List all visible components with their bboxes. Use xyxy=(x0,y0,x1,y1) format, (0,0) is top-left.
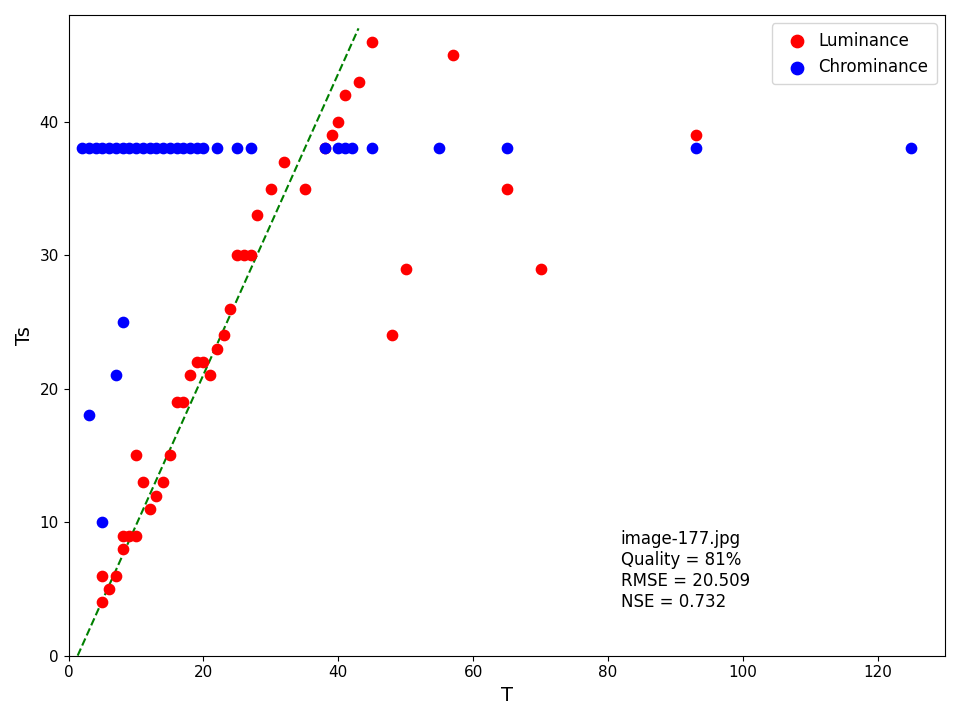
Chrominance xyxy=(499,143,515,154)
Luminance xyxy=(108,570,124,581)
Luminance xyxy=(297,183,312,194)
Luminance xyxy=(169,396,184,408)
Luminance xyxy=(250,210,265,221)
Chrominance xyxy=(337,143,352,154)
Chrominance xyxy=(196,143,211,154)
Luminance xyxy=(223,303,238,315)
Luminance xyxy=(499,183,515,194)
Luminance xyxy=(263,183,278,194)
Chrominance xyxy=(122,143,137,154)
Luminance xyxy=(229,250,245,261)
Luminance xyxy=(149,490,164,501)
Chrominance xyxy=(344,143,359,154)
Luminance xyxy=(203,369,218,381)
Luminance xyxy=(688,130,704,141)
Chrominance xyxy=(129,143,144,154)
Luminance xyxy=(324,130,339,141)
Luminance xyxy=(337,89,352,101)
Chrominance xyxy=(688,143,704,154)
Luminance xyxy=(385,330,400,341)
Chrominance xyxy=(108,369,124,381)
Chrominance xyxy=(88,143,104,154)
Luminance xyxy=(243,250,258,261)
Luminance xyxy=(350,76,366,88)
Text: image-177.jpg
Quality = 81%
RMSE = 20.509
NSE = 0.732: image-177.jpg Quality = 81% RMSE = 20.50… xyxy=(621,531,750,611)
Chrominance xyxy=(330,143,346,154)
Chrominance xyxy=(135,143,151,154)
Luminance xyxy=(182,369,198,381)
Chrominance xyxy=(169,143,184,154)
Luminance xyxy=(236,250,252,261)
X-axis label: T: T xyxy=(501,686,513,705)
Chrominance xyxy=(95,516,110,528)
Luminance xyxy=(365,36,380,48)
Luminance xyxy=(135,477,151,488)
Luminance xyxy=(209,343,225,354)
Chrominance xyxy=(365,143,380,154)
Luminance xyxy=(102,583,117,595)
Y-axis label: Ts: Ts xyxy=(15,326,34,345)
Chrominance xyxy=(243,143,258,154)
Luminance xyxy=(533,263,548,274)
Luminance xyxy=(115,530,131,541)
Chrominance xyxy=(75,143,90,154)
Chrominance xyxy=(903,143,919,154)
Chrominance xyxy=(189,143,204,154)
Luminance xyxy=(216,330,231,341)
Chrominance xyxy=(142,143,157,154)
Luminance xyxy=(445,49,461,60)
Luminance xyxy=(276,156,292,168)
Chrominance xyxy=(95,143,110,154)
Chrominance xyxy=(115,143,131,154)
Luminance xyxy=(95,597,110,608)
Chrominance xyxy=(162,143,178,154)
Luminance xyxy=(156,477,171,488)
Luminance xyxy=(115,543,131,554)
Chrominance xyxy=(102,143,117,154)
Luminance xyxy=(196,356,211,368)
Chrominance xyxy=(432,143,447,154)
Luminance xyxy=(142,503,157,515)
Luminance xyxy=(189,356,204,368)
Luminance xyxy=(95,570,110,581)
Luminance xyxy=(129,530,144,541)
Luminance xyxy=(176,396,191,408)
Chrominance xyxy=(317,143,332,154)
Chrominance xyxy=(149,143,164,154)
Chrominance xyxy=(176,143,191,154)
Luminance xyxy=(330,116,346,127)
Chrominance xyxy=(82,143,97,154)
Chrominance xyxy=(82,410,97,421)
Chrominance xyxy=(229,143,245,154)
Luminance xyxy=(317,143,332,154)
Luminance xyxy=(398,263,414,274)
Legend: Luminance, Chrominance: Luminance, Chrominance xyxy=(772,23,937,84)
Luminance xyxy=(162,450,178,462)
Chrominance xyxy=(156,143,171,154)
Luminance xyxy=(122,530,137,541)
Chrominance xyxy=(182,143,198,154)
Chrominance xyxy=(108,143,124,154)
Luminance xyxy=(129,450,144,462)
Chrominance xyxy=(209,143,225,154)
Chrominance xyxy=(115,316,131,328)
